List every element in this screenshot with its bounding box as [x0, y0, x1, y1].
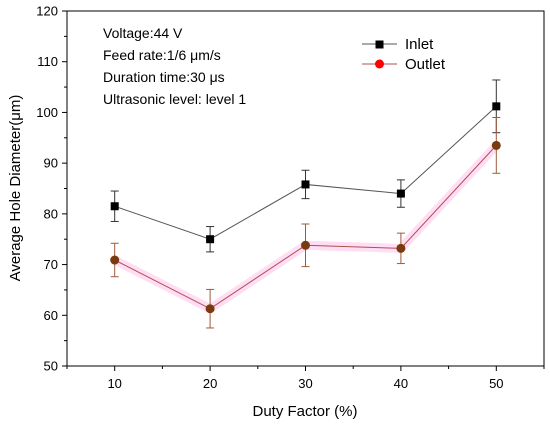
outlet-point	[491, 140, 501, 150]
legend-inlet-label: Inlet	[405, 36, 434, 53]
y-tick-label: 50	[44, 359, 58, 374]
outlet-point	[301, 240, 310, 250]
annotation-block: Voltage:44 V Feed rate:1/6 μm/s Duration…	[103, 25, 246, 107]
legend-outlet-marker	[375, 59, 384, 69]
outlet-point	[110, 255, 120, 265]
annotation-feed-rate: Feed rate:1/6 μm/s	[103, 47, 221, 63]
inlet-point	[301, 180, 310, 189]
y-tick-label: 80	[44, 206, 58, 221]
y-tick-label: 90	[44, 156, 58, 171]
series-outlet	[110, 117, 501, 329]
legend: Inlet Outlet	[362, 36, 446, 73]
legend-outlet-label: Outlet	[405, 56, 446, 73]
series-inlet	[110, 79, 501, 253]
x-tick-label: 10	[107, 376, 121, 391]
x-axis: 10 20 30 40 50	[66, 366, 545, 391]
y-tick-label: 120	[36, 4, 58, 19]
x-axis-title: Duty Factor (%)	[252, 403, 357, 420]
y-tick-label: 100	[36, 105, 58, 120]
inlet-point	[206, 235, 215, 244]
y-tick-label: 70	[44, 257, 58, 272]
inlet-point	[396, 189, 405, 198]
y-tick-label: 110	[37, 54, 58, 69]
annotation-ultrasonic: Ultrasonic level: level 1	[103, 91, 246, 107]
legend-inlet-marker	[375, 40, 384, 49]
y-tick-label: 60	[44, 308, 58, 323]
annotation-voltage: Voltage:44 V	[103, 25, 183, 41]
y-axis-title: Average Hole Diameter(μm)	[7, 95, 24, 282]
series-layer	[110, 79, 501, 329]
x-tick-label: 50	[489, 376, 503, 391]
x-tick-label: 30	[298, 376, 312, 391]
x-tick-label: 20	[203, 376, 217, 391]
outlet-point	[396, 243, 406, 253]
annotation-duration: Duration time:30 μs	[103, 69, 225, 85]
inlet-point	[492, 102, 501, 111]
x-tick-label: 40	[394, 376, 408, 391]
outlet-point	[205, 304, 215, 314]
inlet-point	[110, 202, 119, 211]
y-axis: 50 60 70 80 90 100 110 120	[36, 4, 67, 374]
